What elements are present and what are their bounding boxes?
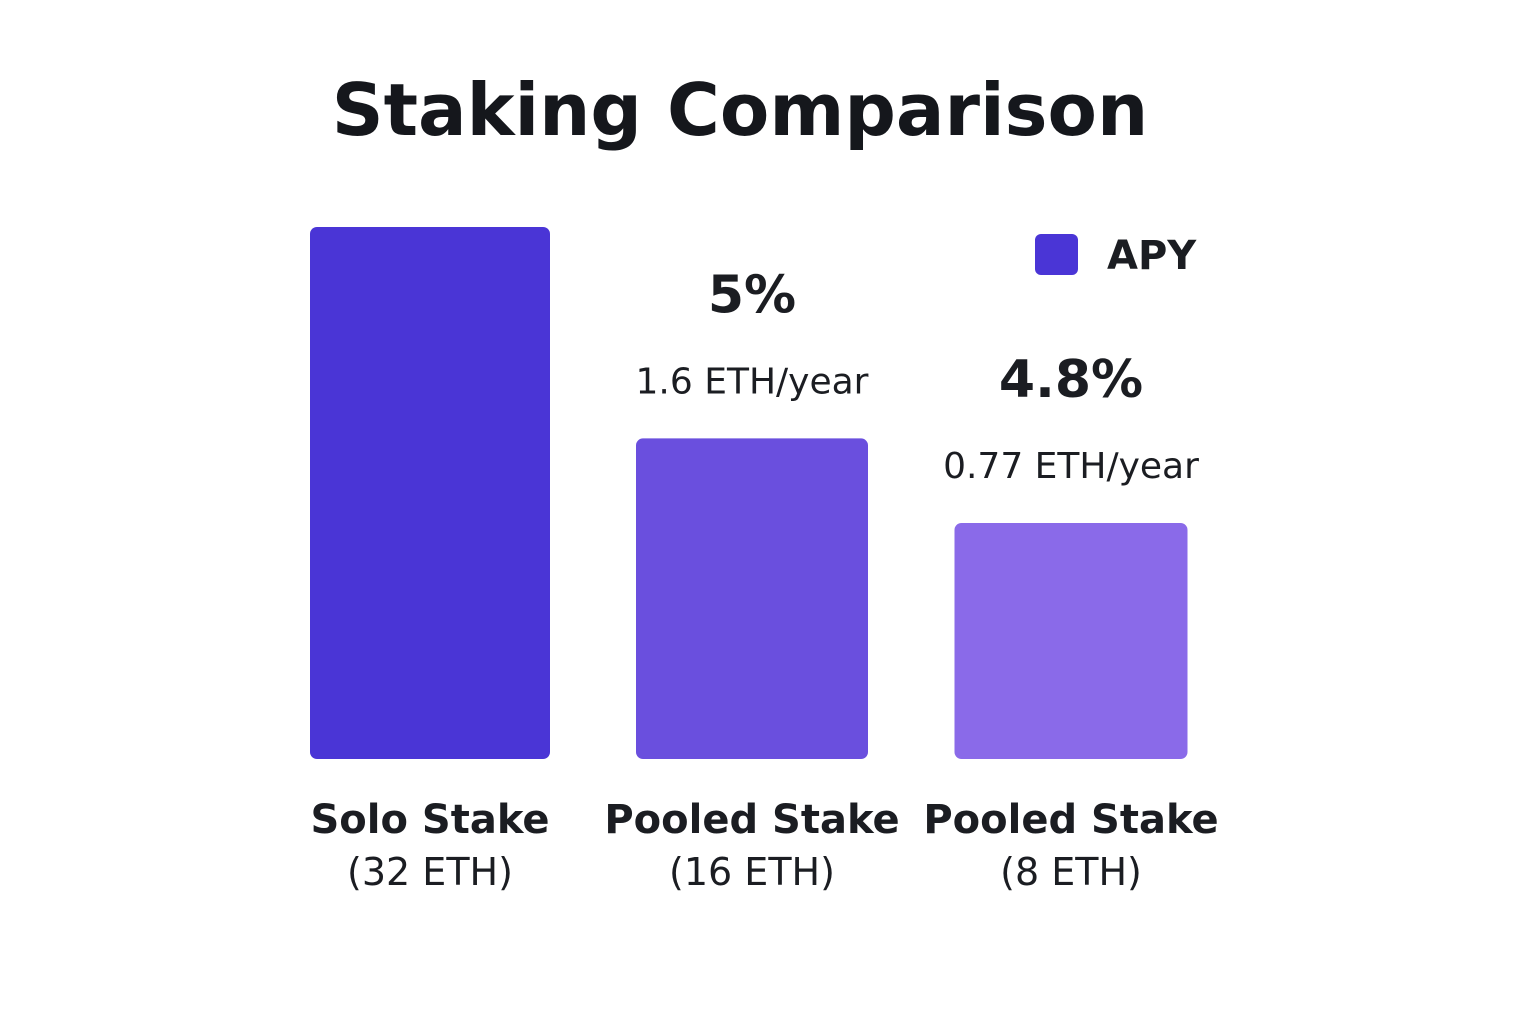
category-sublabel-2: (16 ETH) (669, 850, 835, 894)
chart-title: Staking Comparison (331, 68, 1149, 152)
category-sublabel-1: (32 ETH) (347, 850, 513, 894)
bar-reward-label-3: 0.77 ETH/year (943, 446, 1199, 487)
bar-value-label-3: 4.8% (999, 350, 1143, 410)
bar-1 (310, 227, 550, 759)
category-label-1: Solo Stake (311, 797, 550, 843)
category-sublabel-3: (8 ETH) (1000, 850, 1142, 894)
bar-2 (636, 438, 868, 759)
legend-label: APY (1107, 233, 1197, 279)
bar-value-label-2: 5% (708, 265, 796, 325)
bar-reward-label-2: 1.6 ETH/year (636, 361, 869, 402)
category-label-2: Pooled Stake (604, 797, 899, 843)
bar-3 (954, 523, 1188, 759)
category-label-3: Pooled Stake (923, 797, 1218, 843)
legend-swatch (1035, 234, 1078, 275)
